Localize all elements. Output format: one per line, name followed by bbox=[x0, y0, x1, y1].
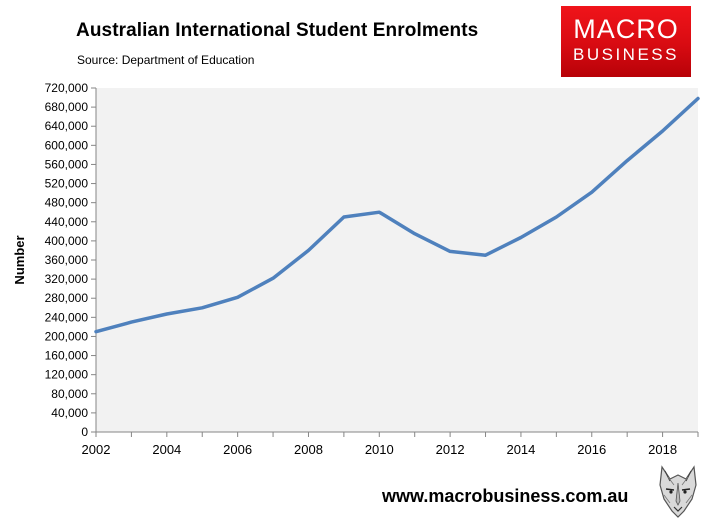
logo-text-business: BUSINESS bbox=[573, 45, 679, 64]
y-tick-label: 600,000 bbox=[45, 138, 89, 152]
y-tick-label: 160,000 bbox=[45, 349, 89, 363]
y-tick-label: 400,000 bbox=[45, 234, 89, 248]
chart-source: Source: Department of Education bbox=[77, 53, 255, 67]
x-tick-label: 2008 bbox=[294, 442, 323, 457]
y-tick-label: 40,000 bbox=[51, 406, 88, 420]
wolf-head-icon bbox=[656, 463, 700, 519]
y-tick-label: 0 bbox=[81, 425, 88, 439]
y-tick-label: 240,000 bbox=[45, 310, 89, 324]
chart-title: Australian International Student Enrolme… bbox=[76, 20, 479, 41]
website-url: www.macrobusiness.com.au bbox=[382, 486, 629, 506]
y-tick-label: 200,000 bbox=[45, 329, 89, 343]
y-tick-label: 480,000 bbox=[45, 196, 89, 210]
y-tick-label: 360,000 bbox=[45, 253, 89, 267]
y-tick-label: 280,000 bbox=[45, 291, 89, 305]
x-tick-label: 2006 bbox=[223, 442, 252, 457]
x-tick-label: 2004 bbox=[152, 442, 181, 457]
y-tick-label: 560,000 bbox=[45, 157, 89, 171]
y-tick-label: 120,000 bbox=[45, 368, 89, 382]
y-tick-label: 80,000 bbox=[51, 387, 88, 401]
x-tick-label: 2010 bbox=[365, 442, 394, 457]
x-tick-label: 2016 bbox=[577, 442, 606, 457]
y-tick-label: 720,000 bbox=[45, 81, 89, 95]
x-tick-label: 2014 bbox=[506, 442, 535, 457]
y-tick-label: 640,000 bbox=[45, 119, 89, 133]
macrobusiness-logo: MACRO BUSINESS bbox=[561, 6, 691, 77]
y-tick-label: 320,000 bbox=[45, 272, 89, 286]
logo-text-macro: MACRO bbox=[573, 14, 679, 44]
x-tick-label: 2012 bbox=[436, 442, 465, 457]
y-axis-title: Number bbox=[12, 235, 27, 284]
y-tick-label: 520,000 bbox=[45, 177, 89, 191]
x-tick-label: 2002 bbox=[82, 442, 111, 457]
series-line-enrolments bbox=[94, 96, 700, 334]
y-tick-label: 440,000 bbox=[45, 215, 89, 229]
x-tick-label: 2018 bbox=[648, 442, 677, 457]
plot-area bbox=[96, 88, 698, 432]
y-tick-label: 680,000 bbox=[45, 100, 89, 114]
